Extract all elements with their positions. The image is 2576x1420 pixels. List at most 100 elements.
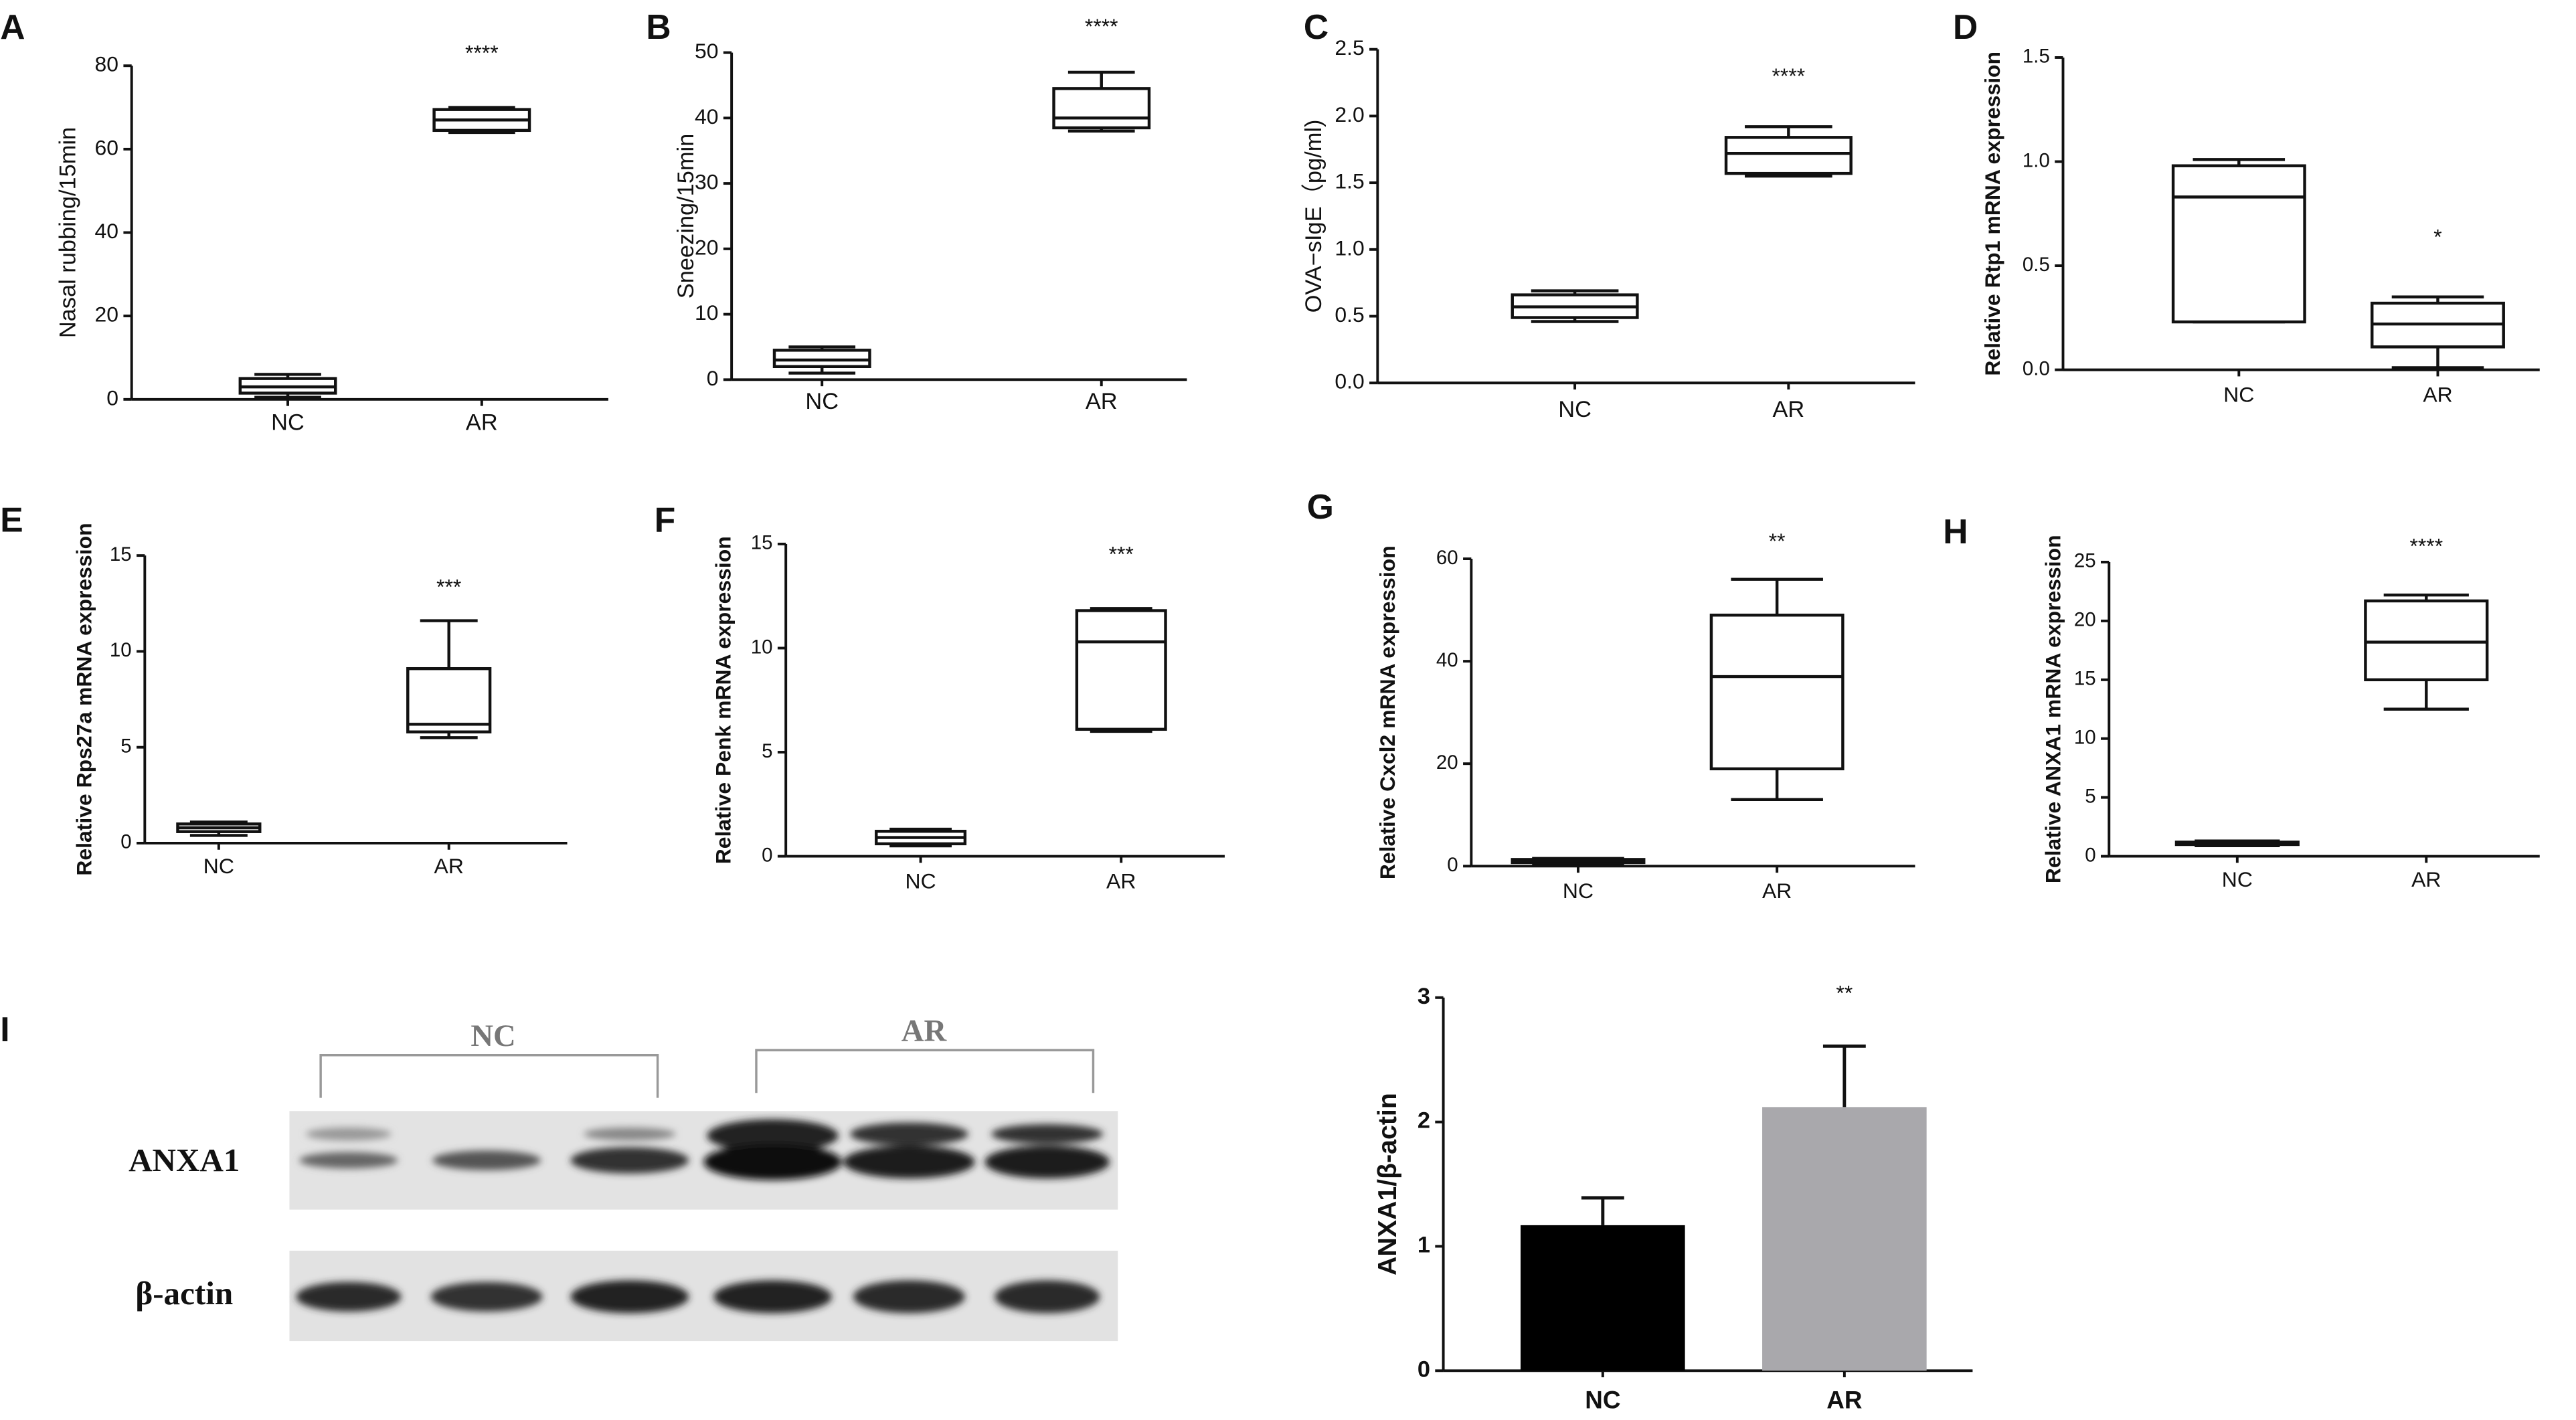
y-tick-label: 60 (1436, 547, 1458, 569)
blot-strip (289, 1251, 1118, 1342)
y-tick-label: 2.0 (1335, 102, 1364, 126)
band (843, 1145, 975, 1178)
y-tick-label: 0.5 (2023, 254, 2050, 276)
row-label: β-actin (135, 1275, 233, 1312)
y-tick-label: 1.5 (1335, 169, 1364, 193)
y-tick-label: 30 (695, 170, 719, 194)
y-tick-label: 10 (695, 300, 719, 325)
y-axis-label: Relative Rtp1 mRNA expression (1980, 52, 2004, 376)
significance: *** (1109, 542, 1134, 566)
y-axis-label: Sneezing/15min (673, 134, 699, 299)
x-tick-label: NC (203, 854, 234, 878)
band (570, 1280, 689, 1314)
group-bracket (755, 1049, 1095, 1093)
x-tick-label: NC (1585, 1387, 1620, 1414)
y-axis-label: Nasal rubbing/15min (55, 127, 80, 338)
x-tick-label: AR (1826, 1387, 1862, 1414)
y-tick-label: 20 (695, 235, 719, 259)
bar (1762, 1107, 1927, 1371)
band (707, 1119, 839, 1152)
significance: * (2433, 225, 2441, 249)
y-tick-label: 1.5 (2023, 46, 2050, 68)
panel-letter: F (655, 501, 676, 539)
y-tick-label: 0 (1418, 1356, 1430, 1382)
y-tick-label: 2.5 (1335, 35, 1364, 60)
x-tick-label: AR (1772, 397, 1804, 422)
band (853, 1280, 965, 1314)
band (991, 1124, 1104, 1144)
y-tick-label: 15 (751, 532, 773, 554)
y-tick-label: 0 (120, 831, 131, 853)
y-tick-label: 20 (95, 302, 119, 327)
band (713, 1280, 832, 1314)
bar (1521, 1225, 1685, 1371)
y-tick-label: 0 (1447, 854, 1458, 876)
significance: ** (1769, 529, 1786, 553)
band (984, 1145, 1110, 1178)
blot-bands (296, 1119, 1110, 1314)
panel-letter: D (1953, 7, 1978, 46)
y-tick-label: 20 (1436, 751, 1458, 774)
band (430, 1281, 543, 1312)
x-tick-label: NC (2222, 867, 2253, 891)
y-tick-label: 5 (120, 735, 131, 757)
group-label: NC (470, 1018, 515, 1053)
x-tick-label: AR (466, 410, 498, 436)
y-tick-label: 15 (110, 543, 132, 565)
y-axis-label: Relative ANXA1 mRNA expression (2041, 535, 2065, 883)
panel-letter: G (1307, 487, 1334, 526)
y-tick-label: 5 (2085, 785, 2095, 807)
y-tick-label: 40 (695, 104, 719, 128)
y-tick-label: 0 (707, 366, 719, 390)
box (772, 349, 871, 369)
band (570, 1147, 689, 1174)
significance: **** (1772, 64, 1806, 88)
y-tick-label: 60 (95, 135, 119, 159)
panel-letter: B (646, 7, 671, 46)
y-axis-label: Relative Penk mRNA expression (711, 536, 736, 864)
group-bracket (319, 1054, 659, 1098)
box (406, 667, 492, 733)
x-tick-label: NC (1558, 397, 1592, 422)
panel-letter: C (1304, 7, 1328, 46)
x-tick-label: NC (2223, 382, 2254, 406)
x-tick-label: AR (1086, 389, 1118, 414)
y-tick-label: 0 (2085, 844, 2095, 866)
row-label: ANXA1 (128, 1142, 240, 1178)
band (432, 1150, 541, 1170)
significance: **** (2409, 533, 2443, 557)
x-tick-label: NC (271, 410, 305, 436)
x-tick-label: NC (1563, 879, 1594, 903)
panel-letter: E (0, 501, 23, 539)
band (299, 1152, 398, 1169)
y-tick-label: 0.0 (1335, 369, 1364, 393)
y-axis-label: ANXA1/β-actin (1373, 1093, 1402, 1275)
band (849, 1122, 968, 1146)
y-tick-label: 1.0 (1335, 236, 1364, 260)
significance: *** (436, 575, 461, 599)
band (995, 1280, 1100, 1314)
x-tick-label: NC (906, 869, 936, 893)
x-tick-label: AR (1106, 869, 1136, 893)
y-tick-label: 0 (106, 385, 118, 410)
y-tick-label: 80 (95, 52, 119, 76)
panel-letter: I (0, 1010, 9, 1049)
box (1709, 614, 1844, 771)
x-tick-label: AR (2423, 382, 2452, 406)
y-tick-label: 10 (2074, 727, 2096, 749)
x-tick-label: AR (1762, 879, 1792, 903)
box (1075, 609, 1167, 731)
box (2171, 164, 2306, 324)
significance: **** (1085, 14, 1118, 38)
y-tick-label: 0.0 (2023, 357, 2050, 379)
y-tick-label: 10 (110, 639, 132, 661)
band (296, 1281, 402, 1312)
y-tick-label: 10 (751, 636, 773, 658)
y-axis-label: Relative Cxcl2 mRNA expression (1375, 545, 1399, 879)
y-axis-label: Relative Rps27a mRNA expression (72, 523, 96, 875)
y-tick-label: 2 (1418, 1108, 1430, 1134)
y-tick-label: 3 (1418, 984, 1430, 1009)
box (1724, 136, 1853, 175)
